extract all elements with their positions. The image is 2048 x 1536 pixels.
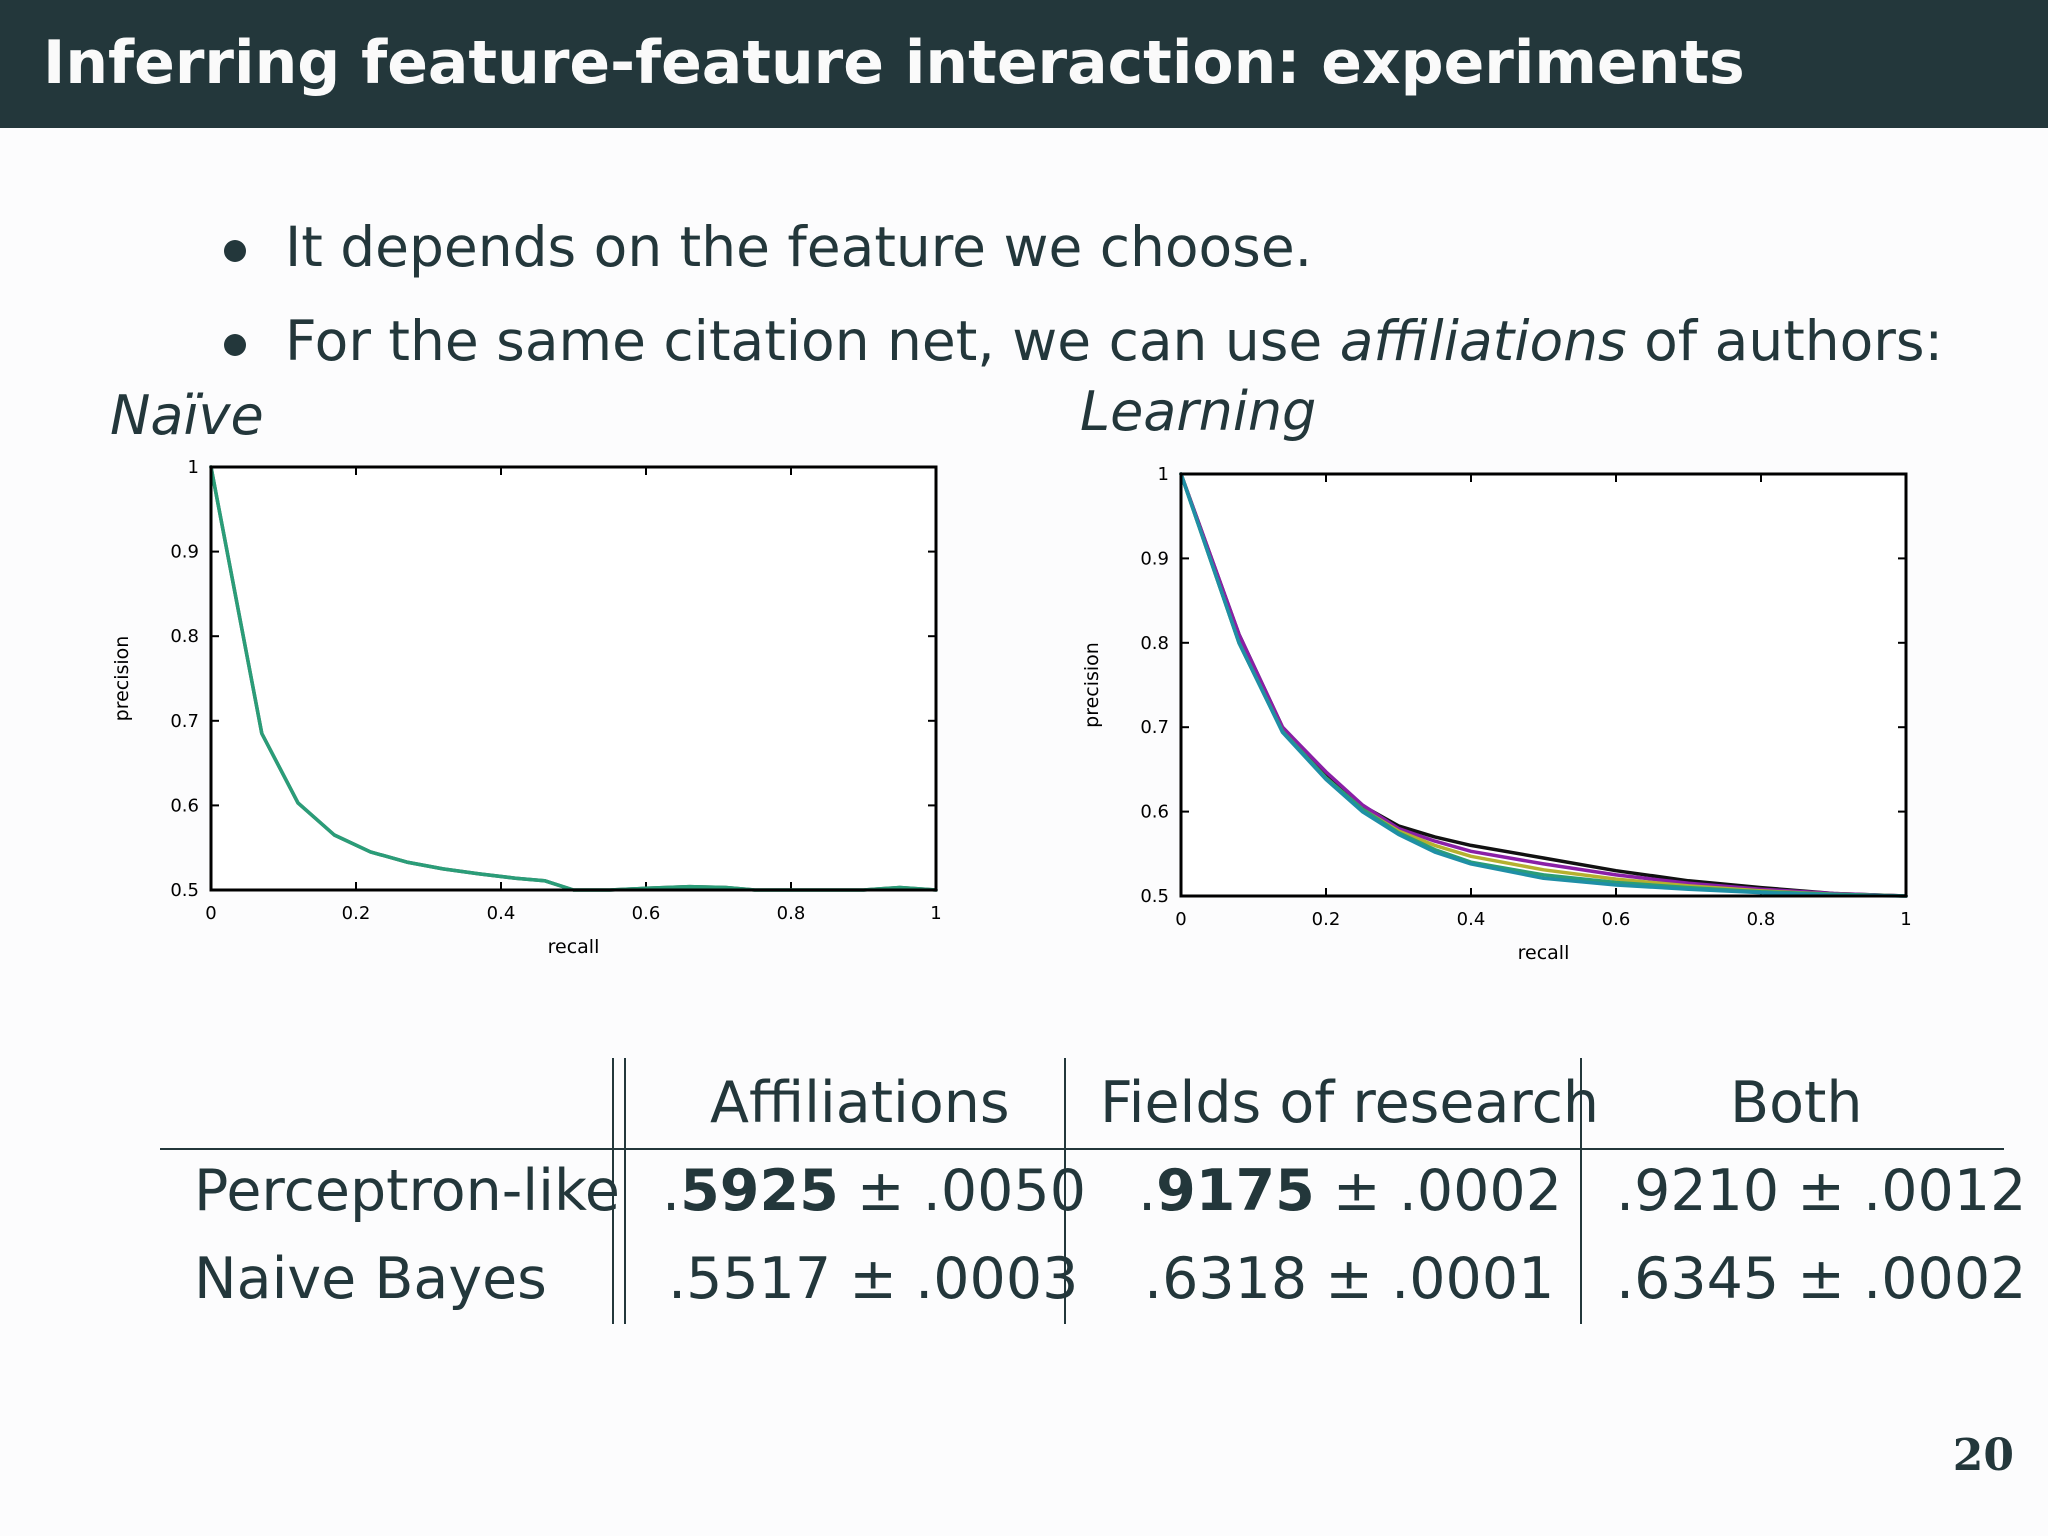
cell-best-value: 5925 (680, 1158, 839, 1224)
double-vertical-rule (612, 1058, 614, 1324)
y-tick-label: 1 (188, 457, 199, 478)
row-label-perceptron-like: Perceptron-like (194, 1158, 620, 1224)
y-tick-label: 1 (1158, 464, 1169, 485)
x-tick-label: 0 (205, 903, 216, 924)
x-tick-label: 0.2 (342, 903, 371, 924)
table-cell: .5925 ± .0050 (662, 1158, 1086, 1224)
series-line (1179, 472, 1908, 898)
bullet-text-suffix: of authors: (1626, 309, 1944, 373)
naive-plot-label: Naïve (110, 384, 264, 447)
column-header-both: Both (1730, 1070, 1863, 1136)
cell-best-value: 9175 (1156, 1158, 1315, 1224)
results-table: Affiliations Fields of research Both Per… (160, 1058, 2026, 1324)
plot-frame (209, 465, 938, 892)
bullet-item: For the same citation net, we can use af… (220, 294, 1943, 388)
page-number: 20 (1952, 1430, 2014, 1481)
y-tick-label: 0.8 (1140, 633, 1169, 654)
cell-value: .6345 ± .0002 (1616, 1246, 2027, 1312)
y-tick-label: 0.6 (1140, 802, 1169, 823)
y-axis-label: precision (111, 636, 133, 722)
cell-value: .9210 ± .0012 (1616, 1158, 2027, 1224)
table-cell: .9175 ± .0002 (1138, 1158, 1562, 1224)
series-line (1179, 472, 1908, 898)
bullet-icon (224, 240, 246, 262)
y-tick-label: 0.9 (170, 542, 199, 563)
cell-value: .5517 ± .0003 (668, 1246, 1079, 1312)
cell-lead: . (662, 1158, 681, 1224)
y-tick-label: 0.7 (1140, 717, 1169, 738)
table-cell: .5517 ± .0003 (668, 1246, 1078, 1312)
x-tick-label: 0.2 (1312, 909, 1341, 930)
x-tick-label: 0.4 (1457, 909, 1486, 930)
x-axis-label: recall (548, 936, 600, 958)
y-axis-label: precision (1081, 642, 1103, 728)
bullet-text: It depends on the feature we choose. (285, 215, 1313, 279)
bullet-text-emphasis: affiliations (1339, 309, 1627, 373)
cell-rest: ± .0002 (1314, 1158, 1562, 1224)
title-bar: Inferring feature-feature interaction: e… (0, 0, 2048, 128)
vertical-rule (1064, 1058, 1066, 1324)
learning-plot-label: Learning (1080, 380, 1317, 443)
slide-title: Inferring feature-feature interaction: e… (43, 28, 1745, 98)
column-header-affiliations: Affiliations (710, 1070, 1010, 1136)
header-rule (160, 1148, 2004, 1150)
bullet-item: It depends on the feature we choose. (220, 200, 1943, 294)
y-tick-label: 0.5 (1140, 886, 1169, 907)
plot-area (211, 467, 936, 890)
x-tick-label: 1 (1900, 909, 1911, 930)
y-tick-label: 0.7 (170, 711, 199, 732)
x-axis-label: recall (1518, 942, 1570, 964)
x-tick-label: 1 (930, 903, 941, 924)
y-tick-label: 0.6 (170, 795, 199, 816)
row-label-naive-bayes: Naive Bayes (194, 1246, 547, 1312)
y-tick-label: 0.8 (170, 626, 199, 647)
cell-value: .6318 ± .0001 (1144, 1246, 1555, 1312)
x-tick-label: 0 (1175, 909, 1186, 930)
x-tick-label: 0.8 (777, 903, 806, 924)
bullet-text-prefix: For the same citation net, we can use (285, 309, 1340, 373)
cell-lead: . (1138, 1158, 1157, 1224)
table-cell: .6318 ± .0001 (1144, 1246, 1554, 1312)
column-header-fields-of-research: Fields of research (1100, 1070, 1600, 1136)
plot-frame (1179, 472, 1908, 898)
double-vertical-rule (624, 1058, 626, 1324)
plot-area (1181, 474, 1906, 896)
y-tick-label: 0.5 (170, 880, 199, 901)
y-tick-label: 0.9 (1140, 548, 1169, 569)
table-cell: .6345 ± .0002 (1616, 1246, 2026, 1312)
vertical-rule (1580, 1058, 1582, 1324)
x-tick-label: 0.6 (1602, 909, 1631, 930)
x-tick-label: 0.8 (1747, 909, 1776, 930)
bullet-icon (224, 334, 246, 356)
table-cell: .9210 ± .0012 (1616, 1158, 2026, 1224)
x-tick-label: 0.6 (632, 903, 661, 924)
bullet-list: It depends on the feature we choose. For… (220, 200, 1943, 388)
x-tick-label: 0.4 (487, 903, 516, 924)
cell-rest: ± .0050 (838, 1158, 1086, 1224)
